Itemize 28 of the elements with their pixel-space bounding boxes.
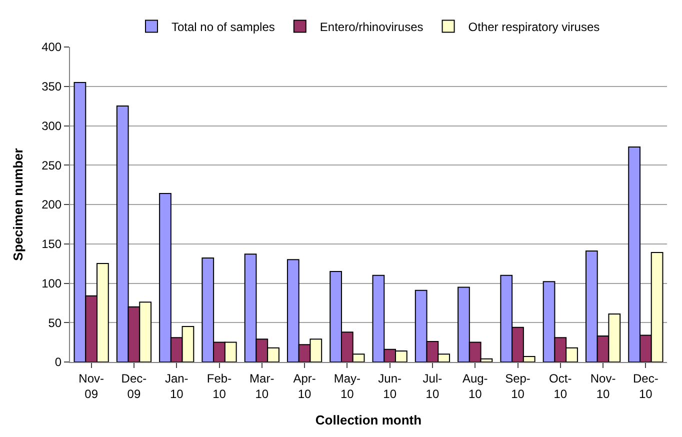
y-axis-title: Specimen number <box>10 148 26 261</box>
x-tick-label: Aug-10 <box>462 371 488 401</box>
legend-label: Total no of samples <box>172 20 275 34</box>
legend-label: Other respiratory viruses <box>468 20 600 34</box>
y-tick-label: 350 <box>42 80 62 94</box>
y-tick-label: 300 <box>42 118 62 133</box>
y-tick-label: 200 <box>42 198 62 212</box>
y-tick-label: 400 <box>42 40 62 54</box>
x-tick-label: Jun-10 <box>378 371 402 401</box>
x-tick-label: May-10 <box>334 371 361 401</box>
x-tick-label: Dec-09 <box>121 371 147 401</box>
x-tick-label: Mar-10 <box>250 371 274 401</box>
x-tick-label: Dec-10 <box>633 371 658 401</box>
x-tick-label: Sep-10 <box>505 371 530 401</box>
x-tick-label: Jul-10 <box>422 371 442 401</box>
x-tick-label: Nov-09 <box>78 371 104 401</box>
y-tick-label: 0 <box>54 355 62 370</box>
legend-label: Entero/rhinoviruses <box>320 20 424 34</box>
x-tick-label: Feb-10 <box>206 371 232 401</box>
y-tick-label: 250 <box>42 158 62 172</box>
x-tick-label: Nov-10 <box>590 371 616 401</box>
x-tick-label: Jan-10 <box>164 371 188 401</box>
y-tick-label: 100 <box>42 276 62 290</box>
x-axis-title: Collection month <box>315 412 422 428</box>
x-tick-label: Apr-10 <box>293 371 316 401</box>
x-tick-label: Oct-10 <box>549 371 572 401</box>
y-tick-label: 50 <box>48 316 62 330</box>
y-tick-label: 150 <box>42 237 62 252</box>
